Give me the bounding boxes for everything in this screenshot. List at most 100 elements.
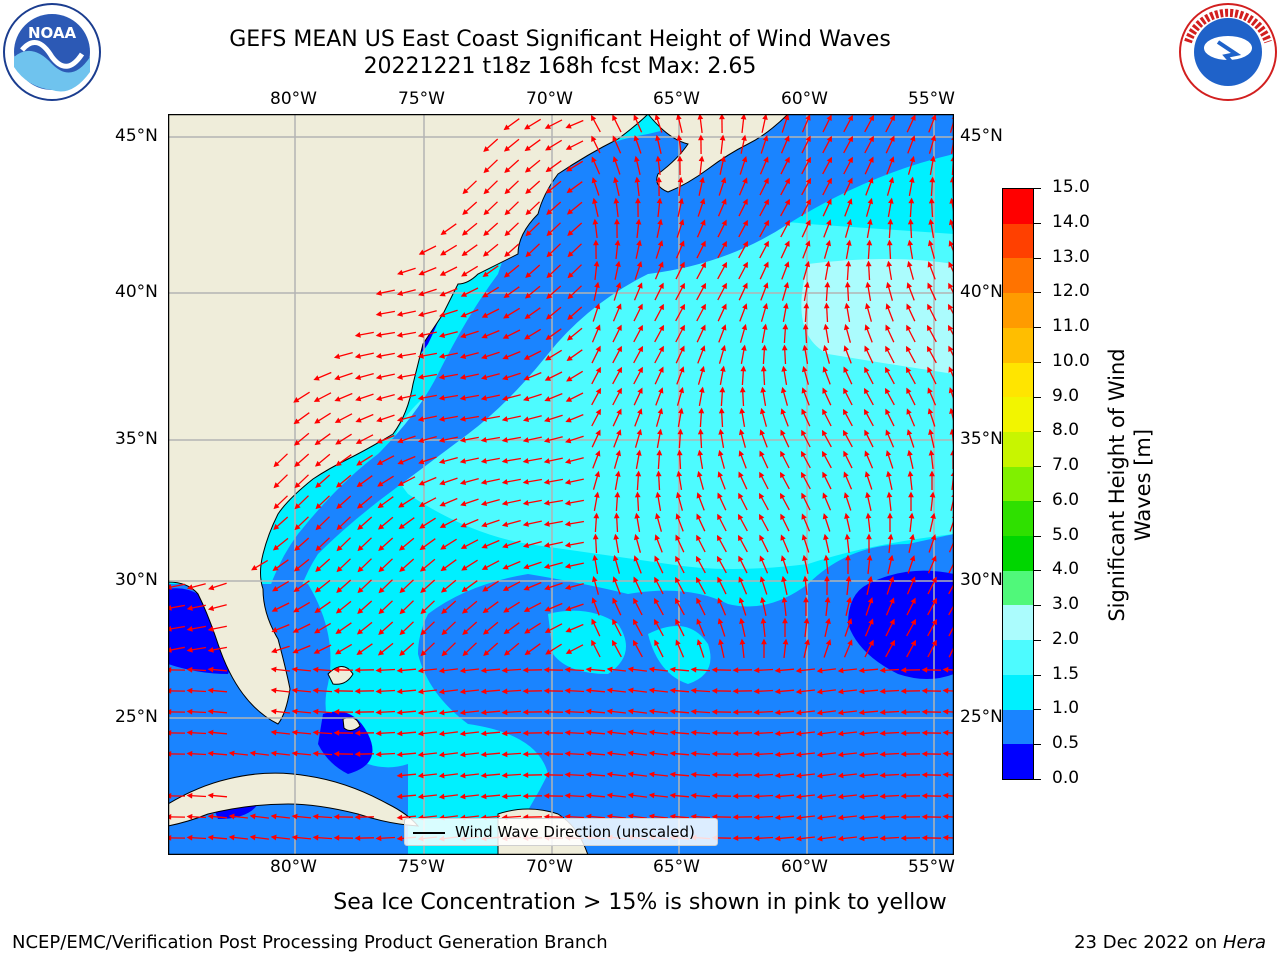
wave-direction-arrowhead [864, 450, 870, 457]
wave-direction-arrowhead [376, 459, 384, 465]
wave-direction-arrowhead [419, 523, 426, 529]
wave-direction-arrowhead [637, 324, 643, 332]
wave-direction-arrowhead [908, 512, 915, 519]
wave-direction-arrowhead [825, 617, 831, 624]
wave-direction-arrowhead [606, 666, 613, 673]
wave-direction-arrowhead [942, 666, 949, 673]
wave-direction-arrowhead [866, 554, 873, 561]
wave-direction-arrowhead [759, 513, 765, 521]
wave-direction-arrowhead [909, 176, 915, 183]
wave-direction-arrowhead [208, 584, 215, 591]
wave-direction-arrowhead [228, 813, 235, 820]
wave-direction-arrowhead [696, 534, 702, 542]
colorbar-segment [1003, 744, 1033, 779]
wave-direction-arrowhead [753, 772, 760, 779]
wave-direction-arrowhead [333, 750, 340, 757]
wave-direction-arrowhead [921, 793, 928, 799]
wave-direction-arrowhead [593, 239, 599, 246]
wave-direction-arrowhead [459, 730, 466, 737]
wave-direction-arrowhead [543, 521, 550, 527]
wave-direction-arrowhead [761, 344, 768, 351]
footer-credit: NCEP/EMC/Verification Post Processing Pr… [12, 932, 608, 953]
wave-direction-arrowhead [741, 344, 747, 351]
wave-direction-arrowhead [335, 481, 343, 488]
wave-direction-arrowhead [270, 750, 277, 757]
wave-direction-arrowhead [762, 114, 768, 120]
map-legend: Wind Wave Direction (unscaled) [404, 818, 718, 846]
wave-direction-arrowhead [885, 345, 891, 353]
wave-direction-arrowhead [921, 730, 928, 736]
wave-direction-arrowhead [801, 471, 807, 479]
wave-direction-arrowhead [763, 198, 769, 206]
wave-direction-arrowhead [565, 605, 572, 612]
wave-direction-arrowhead [826, 198, 832, 205]
wave-direction-arrowhead [753, 793, 760, 800]
wave-direction-arrowhead [616, 345, 622, 353]
wave-direction-arrowhead [354, 667, 361, 673]
wave-direction-arrowhead [906, 345, 912, 353]
wave-direction-arrowhead [816, 793, 823, 800]
wave-direction-arrowhead [333, 666, 340, 673]
wave-direction-arrowhead [270, 834, 277, 841]
wave-direction-arrowhead [627, 792, 634, 799]
colorbar-tick [1034, 709, 1041, 711]
wave-direction-arrowhead [377, 502, 384, 509]
wave-direction-arrowhead [784, 177, 790, 185]
wave-direction-arrowhead [847, 198, 853, 205]
lat-label-left: 35°N [115, 429, 158, 449]
wave-direction-arrowhead [420, 650, 427, 657]
wave-direction-arrowhead [763, 240, 769, 248]
wave-direction-arrowhead [759, 471, 765, 479]
wave-direction-arrowhead [675, 513, 682, 520]
wave-direction-arrowhead [525, 230, 532, 237]
wave-direction-arrowhead [690, 687, 697, 694]
wave-direction-arrowhead [906, 429, 913, 436]
wave-direction-arrowhead [616, 387, 622, 395]
wave-direction-arrowhead [567, 251, 574, 258]
wave-direction-arrowhead [889, 639, 895, 647]
wave-direction-arrowhead [543, 688, 550, 694]
wave-direction-arrowhead [564, 771, 571, 778]
wave-direction-arrowhead [805, 177, 811, 185]
wave-direction-arrowhead [544, 584, 551, 591]
wave-direction-arrowhead [654, 114, 661, 121]
wave-direction-arrowhead [616, 324, 622, 331]
wave-direction-arrowhead [699, 365, 706, 373]
wave-direction-arrowhead [654, 512, 661, 520]
wave-direction-arrowhead [740, 114, 747, 120]
wave-direction-arrowhead [805, 240, 811, 247]
wave-direction-arrowhead [606, 813, 613, 820]
wave-direction-arrowhead [504, 230, 511, 237]
wave-direction-arrowhead [879, 709, 886, 716]
wave-direction-arrowhead [523, 375, 530, 381]
wave-direction-arrowhead [591, 618, 597, 625]
wave-direction-arrowhead [592, 218, 599, 225]
wave-direction-arrowhead [396, 835, 403, 842]
colorbar-segment [1003, 362, 1033, 398]
wave-direction-arrowhead [864, 302, 871, 310]
noaa-logo-icon: NOAA [3, 3, 101, 101]
wave-direction-arrowhead [441, 608, 448, 614]
wave-direction-arrowhead [501, 395, 509, 401]
wave-direction-arrowhead [784, 240, 790, 247]
wave-direction-arrowhead [503, 145, 511, 152]
wave-direction-arrowhead [700, 303, 706, 311]
wave-direction-arrowhead [781, 575, 787, 582]
wave-direction-arrowhead [679, 303, 685, 311]
wave-direction-arrowhead [739, 386, 746, 393]
wave-direction-arrowhead [482, 628, 490, 635]
wave-direction-arrowhead [522, 437, 529, 443]
wave-direction-arrowhead [843, 450, 849, 457]
wave-direction-arrowhead [398, 502, 405, 508]
wave-direction-arrowhead [480, 479, 487, 485]
wave-direction-arrowhead [909, 155, 916, 163]
wave-direction-arrowhead [355, 395, 362, 402]
wave-direction-arrowhead [782, 323, 789, 330]
wave-direction-arrowhead [633, 639, 639, 647]
wave-direction-arrowhead [564, 542, 571, 548]
wave-direction-arrowhead [564, 500, 571, 506]
wave-direction-arrowhead [942, 792, 949, 799]
wave-direction-arrowhead [273, 461, 280, 468]
wave-direction-arrowhead [397, 437, 404, 444]
wave-direction-arrowhead [889, 597, 895, 604]
